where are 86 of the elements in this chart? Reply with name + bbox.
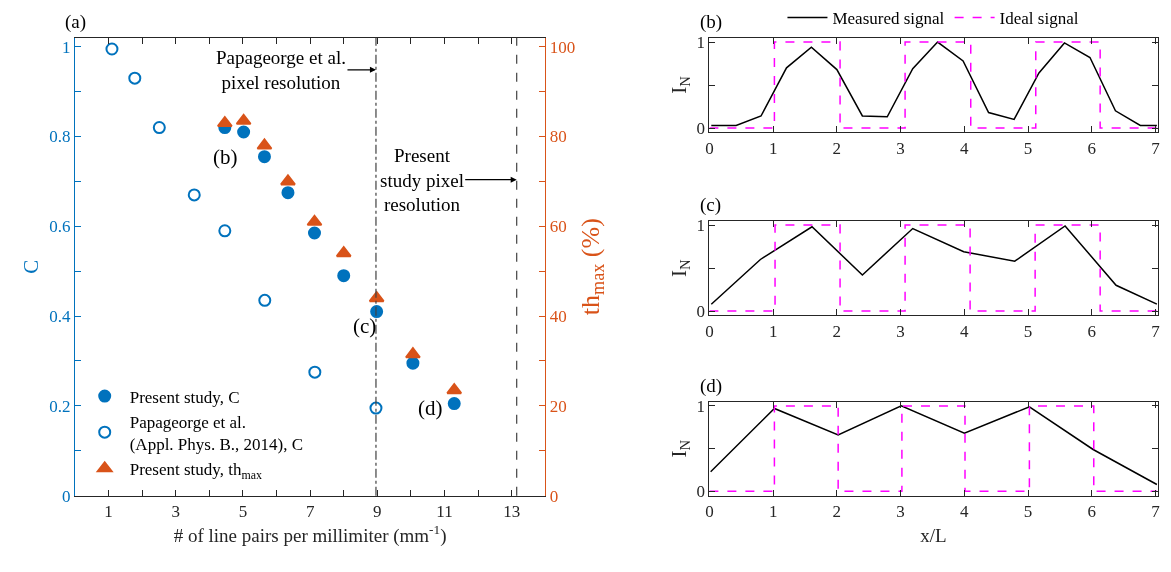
point [404,347,421,359]
annotation: (c) [353,314,377,338]
point [187,188,201,202]
point [369,401,383,415]
x-tick-label: 4 [960,138,970,158]
legend-label: Papageorge et al. (Appl. Phys. B., 2014), C [129,412,304,454]
point [281,186,295,200]
x-tick-label: 9 [373,502,382,522]
x-tick-label: 7 [1151,502,1161,522]
legend-label: Present study, C [129,387,240,407]
x-tick-label: 3 [896,502,905,522]
x-tick-label: 2 [832,321,842,341]
point [216,116,233,128]
x-tick-label: 11 [436,502,453,522]
x-tick-label: 1 [768,138,778,158]
point [257,150,271,164]
x-tick-label: 3 [896,321,905,341]
annotation: (d) [418,396,443,420]
legend-label: Measured signal [832,9,945,29]
chart-title: (d) [700,375,723,397]
point [280,174,296,186]
x-tick-label: 1 [768,502,778,522]
point [105,42,119,56]
y-tick-label: 1 [696,216,705,236]
y2-tick-label: 80 [549,127,567,147]
point [447,397,461,411]
x-tick-label: 2 [832,502,842,522]
point [258,293,272,307]
ref-line-label: Papageorge et al. pixel resolution [216,47,346,93]
y2-tick-label: 0 [549,486,559,506]
y2-tick-label: 40 [549,307,567,327]
x-tick-label: 4 [960,502,970,522]
y-tick-label: 1 [696,33,705,53]
point [308,365,322,379]
x-tick-label: 7 [305,502,315,522]
y-tick-label: 1 [696,396,705,416]
x-tick-label: 5 [238,502,248,522]
y2-tick-label: 20 [549,396,567,416]
x-axis-title: x/L [920,524,947,546]
x-axis-title: # of line pairs per millimiter (mm$^{-1}$) [173,521,447,547]
x-tick-label: 1 [104,502,113,522]
x-tick-label: 7 [1151,138,1161,158]
chart-title: (c) [700,194,722,216]
annotation: (b) [213,145,238,169]
point [337,269,351,283]
point [235,113,252,125]
y2-tick-label: 60 [549,217,567,237]
point [237,125,251,139]
legend-label: Present study, th$_{max}$ [129,459,262,482]
x-tick-label: 3 [896,138,905,158]
x-tick-label: 1 [768,321,778,341]
point [218,224,232,238]
x-tick-label: 2 [832,138,842,158]
x-tick-label: 5 [1023,138,1033,158]
point [152,121,166,135]
ref-line-label: Present study pixel resolution [380,145,464,216]
point [128,71,142,85]
x-tick-label: 6 [1087,502,1097,522]
point [406,356,420,370]
y-tick-label: 0 [696,302,705,322]
x-tick-label: 7 [1151,321,1161,341]
chart-title: (a) [65,11,87,33]
chart-title: (b) [700,11,723,33]
x-tick-label: 4 [960,321,970,341]
y-tick-label: 0.6 [49,217,71,237]
y2-tick-label: 100 [549,37,576,57]
point [335,246,352,258]
x-tick-label: 6 [1087,321,1097,341]
y-tick-label: 0.2 [49,396,71,416]
y-tick-label: 0.4 [49,307,72,327]
x-tick-label: 5 [1023,502,1033,522]
point [446,383,463,395]
y-tick-label: 0 [62,486,71,506]
point [308,226,321,240]
x-tick-label: 6 [1087,138,1097,158]
y-tick-label: 0.8 [49,127,71,147]
y-tick-label: 0 [696,482,705,502]
x-tick-label: 13 [503,502,521,522]
y-axis-title: C [19,259,44,274]
legend-label: Ideal signal [999,9,1079,29]
y-tick-label: 1 [62,37,71,57]
x-tick-label: 3 [171,502,181,522]
x-tick-label: 5 [1023,321,1033,341]
y-tick-label: 0 [696,118,705,138]
point [306,214,323,226]
point [256,138,273,150]
